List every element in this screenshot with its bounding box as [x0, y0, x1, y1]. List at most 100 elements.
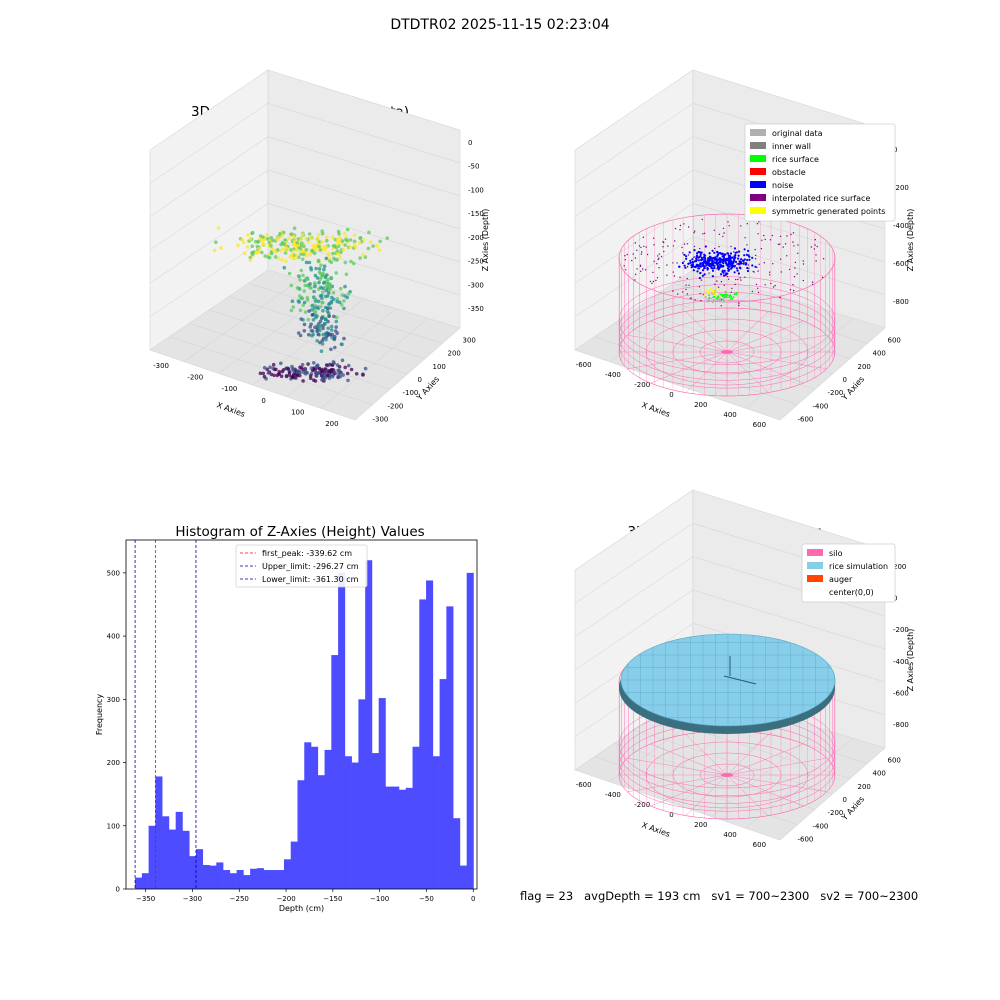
scatter-point	[301, 318, 305, 322]
original-point	[705, 298, 708, 301]
original-point	[716, 300, 719, 302]
scatter-point	[289, 248, 293, 252]
x-tick-label: −300	[183, 895, 202, 903]
z-tick-label: -300	[468, 281, 484, 289]
interp-point	[792, 241, 794, 243]
interp-point	[779, 243, 781, 245]
interp-point	[652, 271, 654, 274]
scatter-point	[325, 238, 329, 243]
x-tick-label: 400	[723, 411, 736, 419]
scatter-point	[320, 296, 324, 301]
scatter-point	[315, 339, 319, 343]
interp-point	[646, 253, 649, 256]
scatter-point	[340, 342, 344, 347]
x-tick-label: -400	[605, 371, 621, 379]
legend-swatch	[750, 181, 766, 188]
interp-point	[788, 268, 791, 271]
scatter-point	[320, 240, 325, 244]
scatter-point	[330, 235, 335, 240]
noise-point	[731, 256, 734, 259]
scatter-point	[324, 363, 329, 367]
scatter-point	[291, 256, 295, 260]
interp-point	[664, 238, 667, 240]
interp-point	[736, 263, 738, 265]
noise-point	[733, 247, 737, 250]
original-point	[713, 299, 716, 302]
axes-frame	[125, 539, 478, 890]
noise-point	[716, 255, 719, 258]
silo-floor-spoke	[685, 734, 728, 776]
noise-point	[736, 269, 739, 272]
scatter-point	[335, 249, 340, 253]
scatter-point	[336, 374, 341, 378]
silo-floor-spoke	[726, 774, 804, 807]
noise-point	[724, 260, 727, 263]
scatter-point	[335, 331, 340, 336]
scatter-point	[312, 306, 317, 310]
y-tick-label: 600	[888, 757, 901, 765]
noise-point	[715, 258, 719, 261]
noise-point	[699, 262, 702, 265]
interp-point	[663, 250, 665, 253]
scatter-point	[308, 282, 312, 286]
z-tick-label: -200	[893, 184, 909, 192]
noise-point	[738, 266, 742, 269]
scatter-point	[325, 235, 329, 239]
scatter-point	[298, 294, 302, 298]
scatter-point	[335, 297, 340, 301]
histogram-bar	[392, 786, 400, 889]
interp-point	[687, 254, 690, 256]
noise-point	[726, 272, 729, 275]
scatter-point	[292, 226, 297, 230]
scatter-point	[357, 241, 362, 245]
noise-point	[706, 268, 709, 271]
x-tick-label: −100	[370, 895, 389, 903]
scatter-point	[324, 317, 328, 322]
scatter-point	[272, 248, 276, 253]
scatter-point	[308, 325, 313, 329]
histogram-bar	[344, 756, 352, 889]
silo-floor-spoke	[726, 734, 769, 776]
scatter-point	[280, 234, 284, 238]
scatter-point	[319, 275, 324, 280]
y-tick-label: -400	[813, 402, 829, 410]
noise-point	[728, 261, 731, 264]
interp-point	[672, 262, 674, 264]
status-line: flag = 23 avgDepth = 193 cm sv1 = 700~23…	[520, 889, 919, 903]
scatter-point	[246, 233, 250, 237]
scatter-point	[329, 369, 334, 374]
grid-line	[692, 589, 886, 650]
scatter-point	[313, 297, 317, 302]
noise-point	[734, 254, 737, 257]
interp-point	[814, 238, 816, 241]
interp-point	[634, 257, 637, 259]
interp-point	[651, 282, 653, 284]
scatter-point	[296, 237, 301, 241]
interp-point	[811, 281, 814, 283]
noise-point	[727, 254, 731, 257]
z-tick-label: -400	[893, 658, 909, 666]
histogram-bar	[419, 599, 427, 889]
grid-line	[692, 556, 886, 617]
scatter-point	[269, 251, 274, 256]
noise-point	[726, 257, 729, 260]
scatter-point	[343, 365, 348, 370]
noise-point	[721, 270, 724, 273]
scatter-point	[300, 362, 305, 367]
x-tick-label: -100	[221, 385, 237, 393]
scatter-point	[299, 268, 304, 273]
interp-point	[792, 232, 795, 234]
x-tick-label: −150	[323, 895, 342, 903]
scatter-point	[279, 361, 283, 366]
scatter-point	[317, 240, 322, 244]
interp-point	[652, 280, 655, 283]
scatter-point	[287, 271, 292, 276]
noise-point	[711, 267, 714, 270]
scatter-point	[361, 373, 365, 377]
grid-line	[149, 169, 269, 251]
noise-point	[729, 252, 733, 255]
interp-point	[686, 243, 689, 245]
noise-point	[719, 263, 722, 266]
symmetric-point	[712, 292, 714, 295]
symmetric-point	[709, 288, 712, 290]
